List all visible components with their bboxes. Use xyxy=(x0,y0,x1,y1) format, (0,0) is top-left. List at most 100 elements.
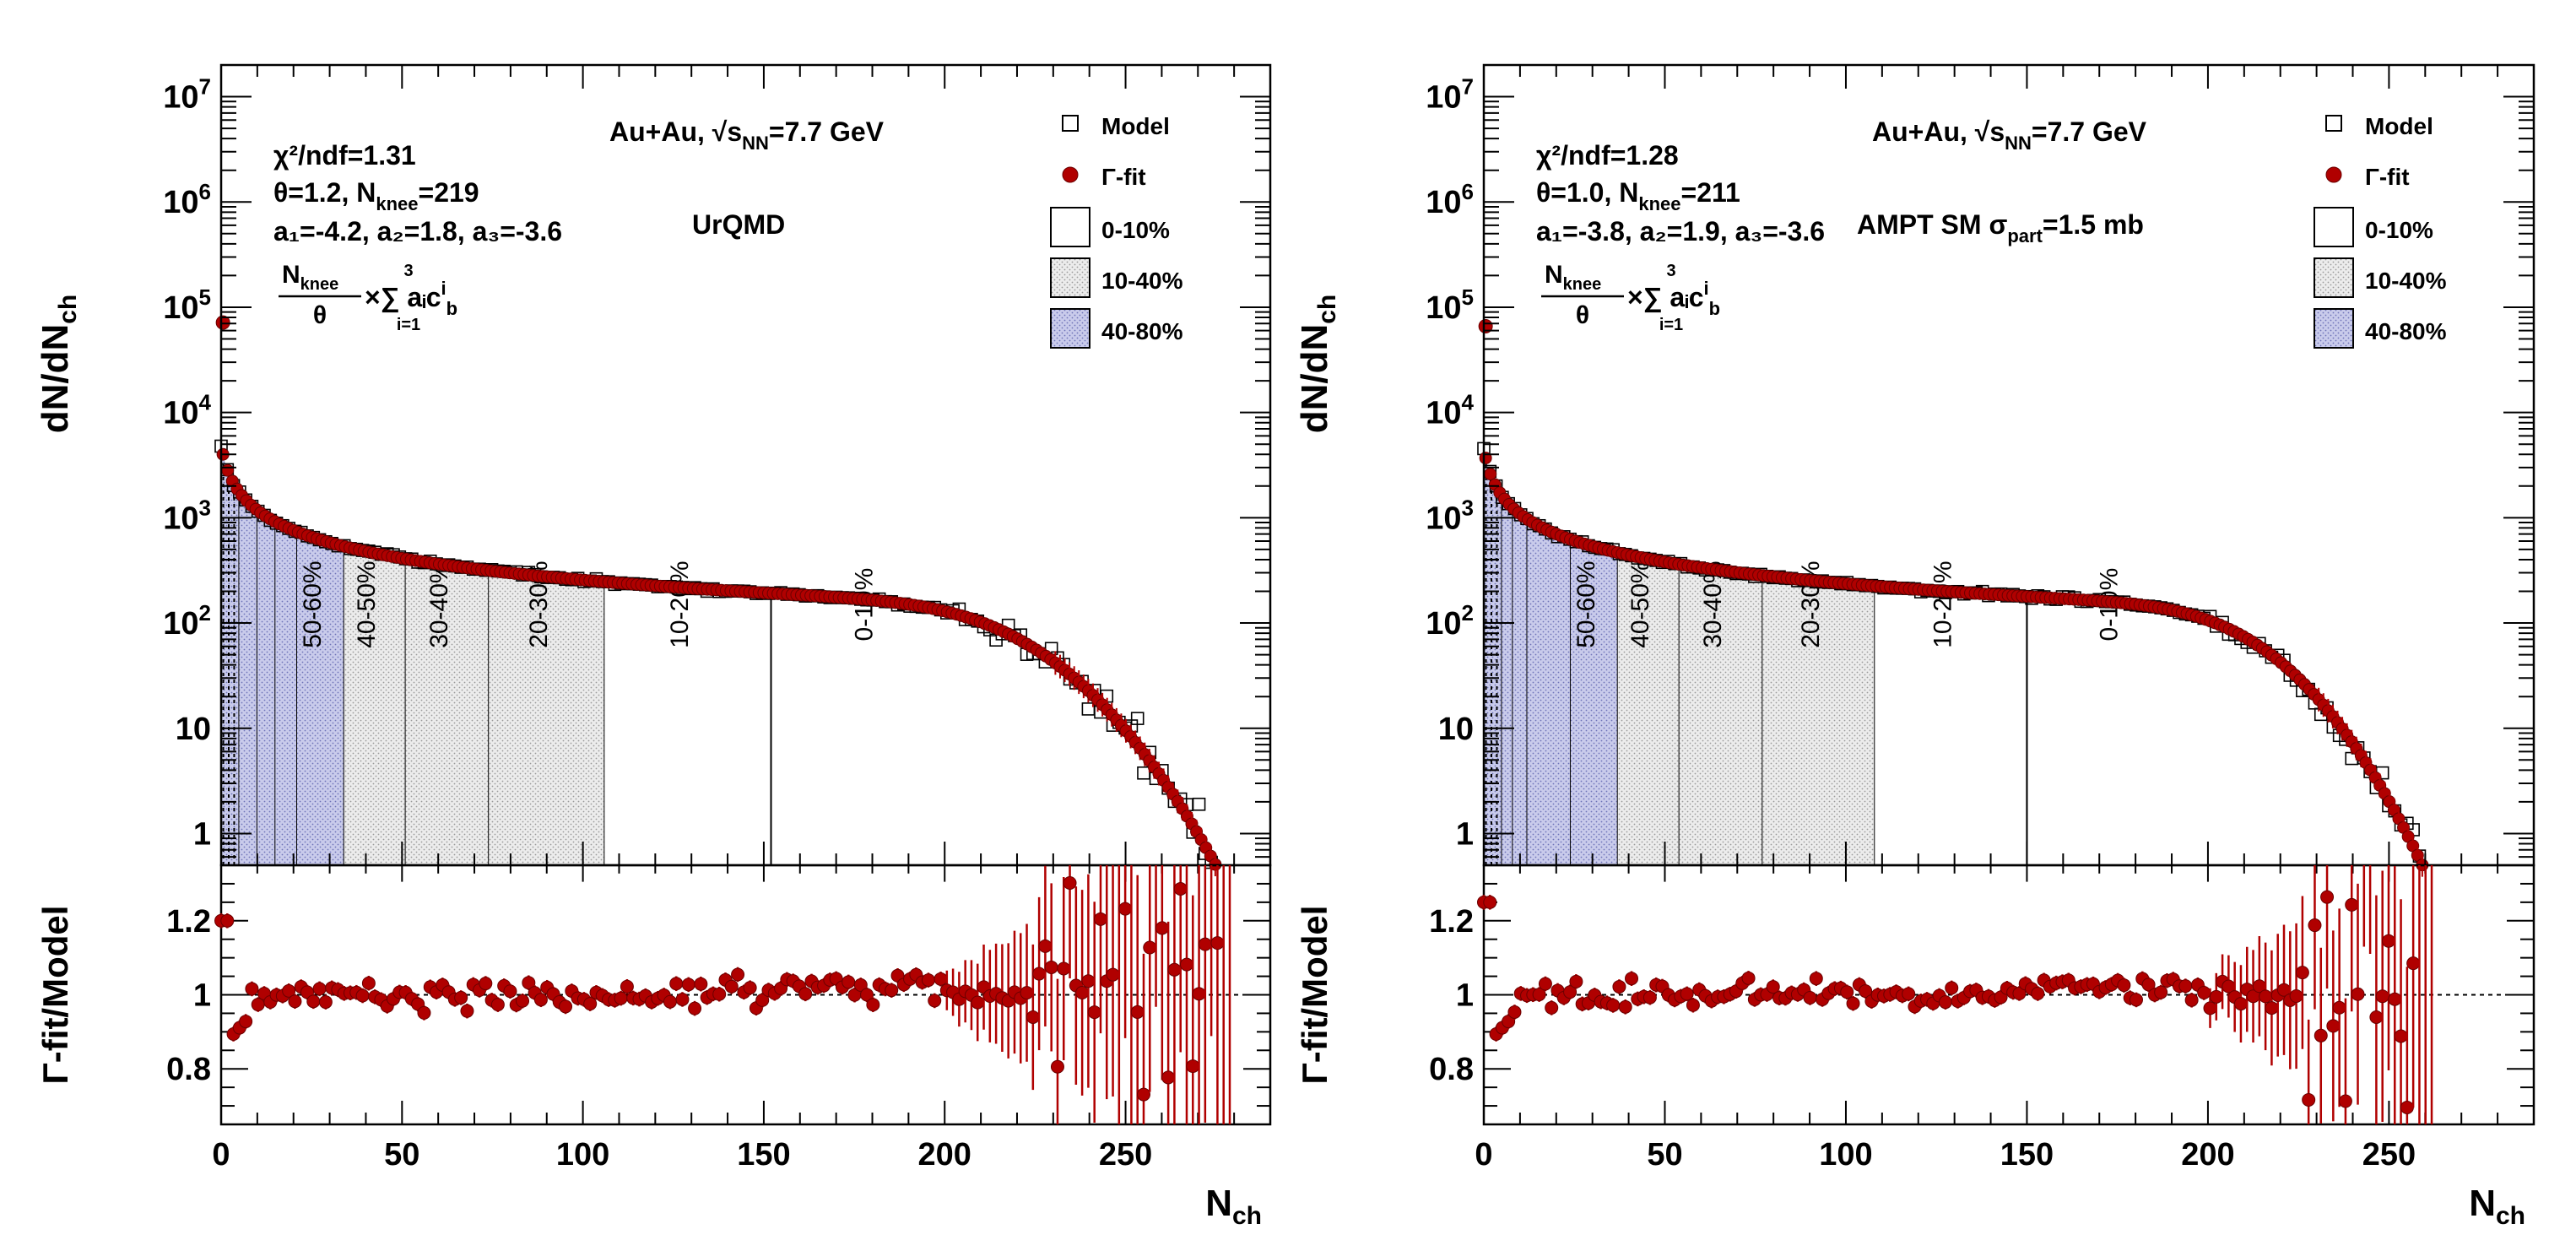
ratio-marker xyxy=(1192,987,1206,1001)
ratio-marker xyxy=(1766,980,1780,994)
ratio-marker xyxy=(559,999,573,1014)
ratio-marker xyxy=(1106,967,1120,982)
model-label: AMPT SM σpart=1.5 mb xyxy=(1857,209,2144,246)
legend-label: 10-40% xyxy=(1101,268,1183,294)
ratio-marker xyxy=(1741,971,1756,985)
ratio-marker xyxy=(516,994,530,1008)
y-tick-label: 107 xyxy=(1426,74,1474,116)
centrality-label: 10-20% xyxy=(666,561,694,647)
right-panel: 50-60%40-50%30-40%20-30%10-20%0-10%11010… xyxy=(1294,63,2535,1230)
ratio-marker xyxy=(1155,921,1169,935)
ratio-marker xyxy=(712,987,727,1001)
ratio-marker xyxy=(2308,918,2322,933)
ratio-marker xyxy=(928,994,942,1008)
legend-label: Model xyxy=(2365,113,2433,139)
sum-upper: 3 xyxy=(1666,262,1675,280)
ratio-marker xyxy=(417,1005,431,1020)
centrality-label: 40-50% xyxy=(353,561,381,647)
x-tick-label: 200 xyxy=(918,1137,971,1172)
ratio-marker xyxy=(220,913,235,928)
ratio-marker xyxy=(583,997,598,1011)
legend-band-swatch xyxy=(2314,308,2354,349)
y-tick-label: 104 xyxy=(1426,390,1474,431)
ratio-marker xyxy=(798,987,813,1001)
ratio-marker xyxy=(743,981,757,995)
x-tick-label: 0 xyxy=(1475,1137,1492,1172)
legend-label: Γ-fit xyxy=(1101,164,1146,190)
ratio-marker xyxy=(2031,986,2045,1000)
theta-knee-label: θ=1.2, Nknee=219 xyxy=(273,177,479,214)
ratio-marker xyxy=(503,984,517,999)
ratio-marker xyxy=(2129,993,2143,1007)
centrality-label: 40-50% xyxy=(1626,561,1654,647)
x-tick-label: 0 xyxy=(212,1137,230,1172)
ratio-marker xyxy=(2012,986,2027,1000)
centrality-band xyxy=(1679,564,1763,865)
ratio-marker xyxy=(663,994,677,1009)
ratio-marker xyxy=(2400,1100,2414,1114)
model-marker xyxy=(1192,797,1206,811)
centrality-band xyxy=(257,510,276,865)
ratio-marker xyxy=(934,972,948,986)
ratio-marker xyxy=(282,983,296,998)
ratio-marker xyxy=(1563,985,1578,999)
legend-label: Model xyxy=(1101,113,1170,139)
ratio-marker xyxy=(2233,997,2248,1011)
centrality-band xyxy=(1527,518,1571,865)
ratio-marker xyxy=(1532,988,1546,1002)
ratio-marker xyxy=(361,976,376,990)
y-tick-label: 103 xyxy=(163,495,211,536)
ratio-marker xyxy=(1081,974,1096,988)
model-marker xyxy=(1130,712,1145,725)
ratio-marker xyxy=(1161,1070,1176,1085)
ratio-marker xyxy=(460,1004,474,1018)
x-tick-label: 50 xyxy=(1647,1137,1682,1172)
system-label: Au+Au, √sNN=7.7 GeV xyxy=(1872,116,2147,154)
ratio-marker xyxy=(1545,1000,1559,1015)
fit-marker xyxy=(215,315,230,330)
y-axis-title: dN/dNch xyxy=(1294,295,1341,434)
ratio-marker xyxy=(2203,1001,2217,1015)
y-tick-label: 107 xyxy=(163,74,211,116)
ratio-marker xyxy=(533,993,548,1007)
ratio-axis-title: Γ-fit/Model xyxy=(35,906,75,1085)
ratio-marker xyxy=(1136,1087,1150,1102)
x-axis-title: Nch xyxy=(2469,1183,2525,1230)
ratio-marker xyxy=(1902,987,1916,1001)
x-tick-label: 250 xyxy=(2362,1137,2416,1172)
main-y-ticks xyxy=(221,64,1270,866)
ratio-tick-label: 1 xyxy=(1456,978,1474,1014)
y-tick-label: 103 xyxy=(1426,495,1474,536)
data-points xyxy=(1477,318,2429,877)
ratio-marker xyxy=(2289,989,2303,1004)
chi2-label: χ²/ndf=1.28 xyxy=(1536,140,1679,171)
ratio-marker xyxy=(1087,1005,1101,1020)
ratio-marker xyxy=(2375,989,2389,1004)
ratio-marker xyxy=(1809,972,1823,986)
ratio-marker xyxy=(2388,992,2402,1006)
ratio-tick-label: 0.8 xyxy=(166,1052,211,1087)
ratio-marker xyxy=(522,976,536,990)
legend-label: 0-10% xyxy=(1101,217,1170,243)
ratio-marker xyxy=(1210,936,1225,950)
ratio-marker xyxy=(2141,978,2156,992)
ratio-marker xyxy=(2326,1019,2341,1033)
ratio-marker xyxy=(1038,939,1053,953)
ratio-marker xyxy=(1198,937,1212,951)
y-tick-label: 10 xyxy=(176,712,211,747)
ratio-marker xyxy=(2295,966,2309,980)
ratio-marker xyxy=(2314,1028,2328,1042)
y-tick-label: 105 xyxy=(1426,284,1474,326)
ratio-marker xyxy=(688,1001,702,1015)
ratio-marker xyxy=(1057,961,1071,976)
ratio-marker xyxy=(921,973,935,988)
x-ticks xyxy=(220,65,1271,1124)
legend-label: Γ-fit xyxy=(2365,164,2410,190)
left-panel: 50-60%40-50%30-40%20-30%10-20%0-10%11010… xyxy=(35,63,1272,1230)
ratio-marker xyxy=(1167,962,1182,977)
legend-fit-swatch xyxy=(1062,166,1079,183)
ratio-marker xyxy=(2345,897,2359,912)
formula-denominator: θ xyxy=(1576,301,1589,329)
ratio-marker xyxy=(2197,986,2211,1000)
